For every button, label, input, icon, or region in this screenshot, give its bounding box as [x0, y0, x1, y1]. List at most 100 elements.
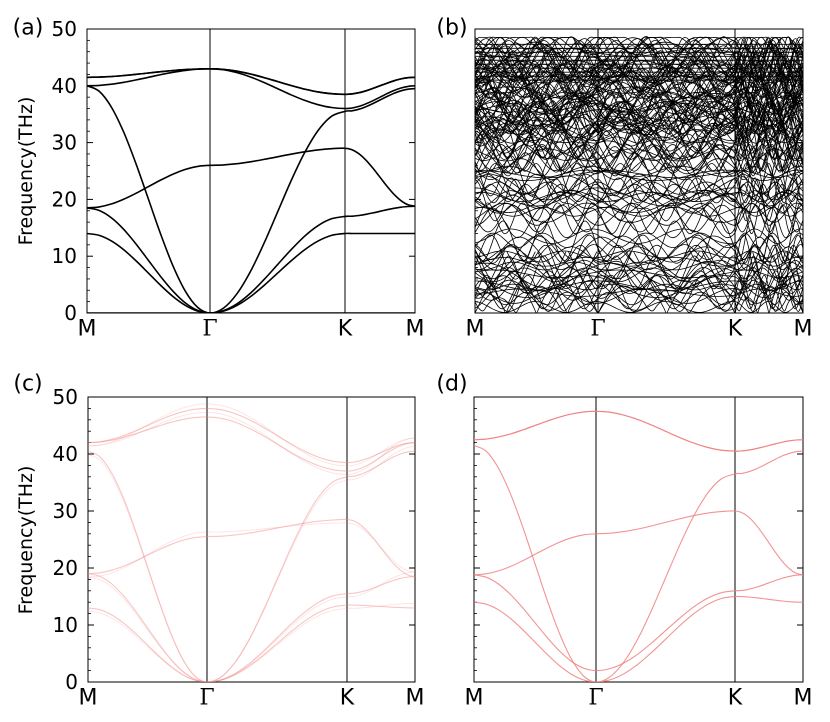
folded-band-line: [475, 60, 803, 94]
band-line-faint: [88, 446, 415, 682]
x-tick-label: M: [406, 317, 425, 342]
folded-band-line: [475, 124, 803, 152]
folded-band-line: [475, 207, 803, 239]
x-tick-label: Γ: [199, 686, 214, 711]
folded-band-line: [475, 288, 803, 297]
folded-band-line: [475, 122, 803, 147]
panel-label: (d): [436, 372, 467, 397]
folded-band-line: [475, 202, 803, 235]
x-tick-label: M: [465, 686, 484, 711]
band-line: [87, 232, 415, 313]
folded-band-line: [475, 64, 803, 99]
folded-acoustic-line: [786, 251, 803, 313]
folded-band-line: [475, 262, 803, 289]
folded-acoustic-line: [475, 251, 536, 313]
folded-acoustic-line: [701, 251, 752, 313]
folded-band-line: [475, 269, 803, 279]
y-tick-label: 30: [53, 499, 78, 523]
folded-band-line: [475, 101, 803, 144]
x-tick-label: K: [728, 317, 743, 342]
folded-band-line: [475, 76, 803, 102]
folded-band-line: [475, 193, 803, 214]
folded-band-line: [475, 69, 803, 108]
folded-band-line: [475, 65, 803, 83]
folded-band-line: [475, 95, 803, 113]
band-line: [474, 444, 803, 682]
folded-band-line: [475, 170, 803, 201]
folded-band-line: [475, 203, 803, 226]
x-tick-label: M: [794, 317, 813, 342]
bands: [87, 67, 415, 313]
folded-band-line: [475, 270, 803, 290]
band-line: [87, 205, 415, 313]
band-line: [87, 85, 415, 313]
folded-band-line: [475, 100, 803, 113]
folded-band-line: [475, 113, 803, 132]
folded-band-line: [475, 246, 803, 263]
panel-0: (a) 0 10 20 30 40 50 M Γ K M Frequency(THz): [13, 16, 425, 342]
y-tick-label: 0: [65, 670, 78, 694]
folded-acoustic-line: [633, 251, 700, 313]
folded-band-line: [475, 267, 803, 299]
bands: [475, 35, 803, 313]
panel-3: (d) M Γ K M: [436, 372, 812, 711]
folded-band-line: [475, 250, 803, 259]
band-line: [474, 574, 803, 672]
band-line: [88, 416, 415, 472]
folded-acoustic-line: [537, 251, 598, 313]
x-tick-label: Γ: [590, 317, 605, 342]
folded-band-line: [475, 146, 803, 172]
folded-band-line: [475, 220, 803, 262]
folded-band-line: [475, 288, 803, 304]
folded-band-line: [475, 177, 803, 204]
band-line-faint: [88, 403, 415, 467]
x-tick-label: M: [466, 317, 485, 342]
folded-band-line: [475, 173, 803, 196]
folded-band-line: [475, 170, 803, 179]
folded-acoustic-line: [506, 251, 567, 313]
folded-band-line: [475, 291, 803, 306]
folded-band-line: [475, 189, 803, 213]
band-line-faint: [88, 411, 415, 475]
folded-band-line: [475, 40, 803, 59]
folded-band-line: [475, 244, 803, 264]
x-tick-label: M: [406, 686, 425, 711]
y-tick-label: 50: [52, 17, 77, 41]
panel-label: (a): [13, 16, 44, 41]
folded-band-line: [475, 267, 803, 283]
band-line: [474, 595, 803, 682]
folded-band-line: [475, 124, 803, 154]
folded-band-line: [475, 280, 803, 310]
folded-band-line: [475, 259, 803, 280]
folded-band-line: [475, 275, 803, 298]
y-tick-label: 40: [53, 442, 78, 466]
x-tick-label: Γ: [202, 317, 217, 342]
folded-band-line: [475, 100, 803, 129]
band-line-faint: [88, 571, 415, 682]
folded-acoustic-line: [752, 251, 786, 313]
folded-band-line: [475, 37, 803, 50]
band-line: [88, 518, 415, 578]
y-tick-label: 30: [52, 131, 77, 155]
y-tick-label: 20: [53, 556, 78, 580]
folded-band-line: [475, 275, 803, 294]
folded-band-line: [475, 129, 803, 142]
folded-band-line: [475, 129, 803, 175]
band-line: [474, 510, 803, 576]
folded-band-line: [475, 121, 803, 130]
y-axis-title: Frequency(THz): [15, 466, 37, 615]
bands: [88, 403, 415, 682]
folded-band-line: [475, 244, 803, 261]
y-axis-title: Frequency(THz): [15, 97, 37, 246]
folded-band-line: [475, 260, 803, 301]
folded-band-line: [475, 169, 803, 182]
y-tick-label: 20: [52, 187, 77, 211]
y-tick-label: 50: [53, 385, 78, 409]
folded-band-line: [475, 155, 803, 197]
folded-band-line: [475, 60, 803, 84]
band-line: [87, 67, 415, 110]
folded-band-line: [475, 108, 803, 122]
folded-band-line: [475, 101, 803, 138]
x-tick-label: Γ: [588, 686, 603, 711]
